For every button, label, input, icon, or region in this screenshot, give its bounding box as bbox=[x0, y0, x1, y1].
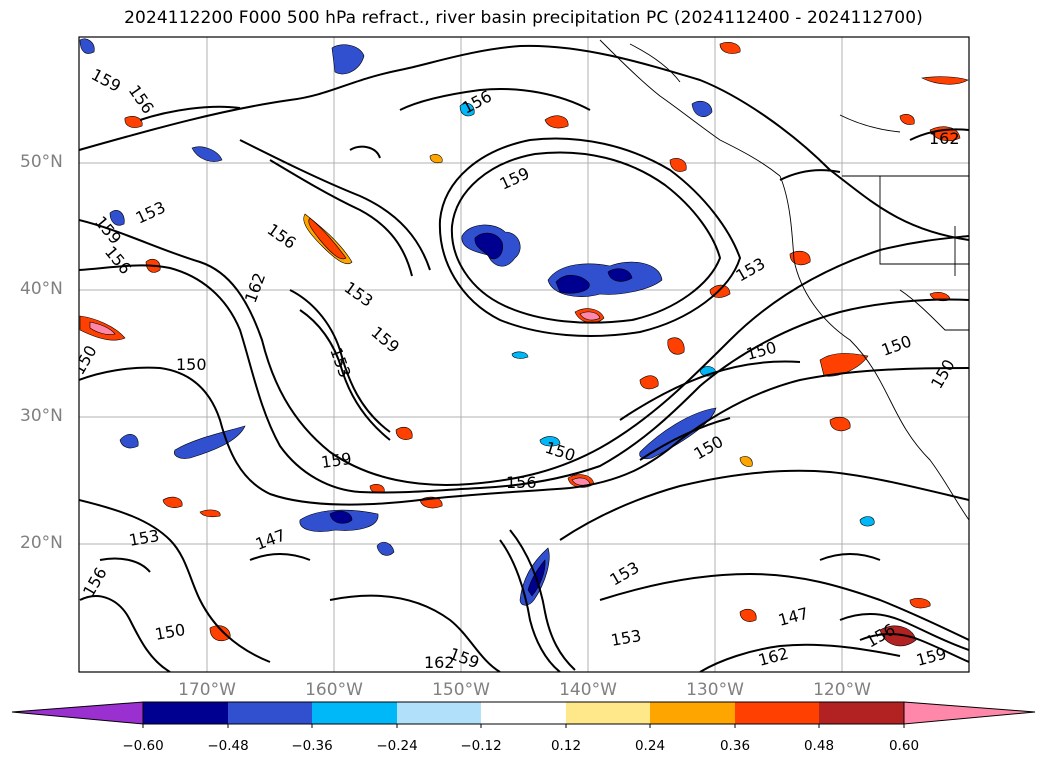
gridlines bbox=[79, 37, 969, 672]
colorbar bbox=[11, 701, 1036, 728]
contour-label: 162 bbox=[424, 653, 455, 672]
colorbar-tick: −0.60 bbox=[122, 738, 164, 754]
colorbar-segment bbox=[312, 702, 397, 724]
contour-label: 159 bbox=[320, 449, 353, 472]
colorbar-segment bbox=[481, 702, 566, 724]
lat-label-40: 40°N bbox=[20, 279, 63, 299]
colorbar-tick: 0.24 bbox=[634, 738, 666, 754]
map-frame bbox=[78, 36, 970, 673]
lat-label-50: 50°N bbox=[20, 152, 63, 172]
colorbar-segment bbox=[650, 702, 735, 724]
contour-lines bbox=[79, 44, 969, 672]
colorbar-tick: 0.36 bbox=[719, 738, 751, 754]
colorbar-tick: −0.36 bbox=[291, 738, 333, 754]
colorbar-tick: 0.48 bbox=[803, 738, 835, 754]
contour-label: 162 bbox=[929, 129, 960, 148]
lon-label-130: 130°W bbox=[686, 680, 744, 700]
colorbar-tick: −0.12 bbox=[460, 738, 502, 754]
positive-precip-areas bbox=[79, 42, 969, 647]
contour-label: 150 bbox=[176, 355, 207, 374]
colorbar-segment bbox=[735, 702, 819, 724]
colorbar-segment bbox=[143, 702, 228, 724]
lat-label-20: 20°N bbox=[20, 533, 63, 553]
coastlines bbox=[599, 39, 969, 521]
colorbar-tick: −0.48 bbox=[207, 738, 249, 754]
map-title: 2024112200 F000 500 hPa refract., river … bbox=[124, 8, 923, 28]
colorbar-tick: −0.24 bbox=[376, 738, 418, 754]
lat-label-30: 30°N bbox=[20, 406, 63, 426]
colorbar-extend-max bbox=[903, 701, 1036, 725]
lon-label-170: 170°W bbox=[178, 680, 236, 700]
colorbar-extend-min bbox=[11, 701, 144, 725]
colorbar-segment bbox=[397, 702, 481, 724]
colorbar-tick: 0.12 bbox=[550, 738, 582, 754]
lon-label-160: 160°W bbox=[305, 680, 363, 700]
lon-label-120: 120°W bbox=[813, 680, 871, 700]
colorbar-segment bbox=[566, 702, 650, 724]
lon-label-150: 150°W bbox=[432, 680, 490, 700]
lon-label-140: 140°W bbox=[559, 680, 617, 700]
colorbar-segment bbox=[819, 702, 904, 724]
colorbar-segment bbox=[228, 702, 312, 724]
colorbar-tick: 0.60 bbox=[888, 738, 920, 754]
contour-label: 156 bbox=[506, 473, 537, 492]
